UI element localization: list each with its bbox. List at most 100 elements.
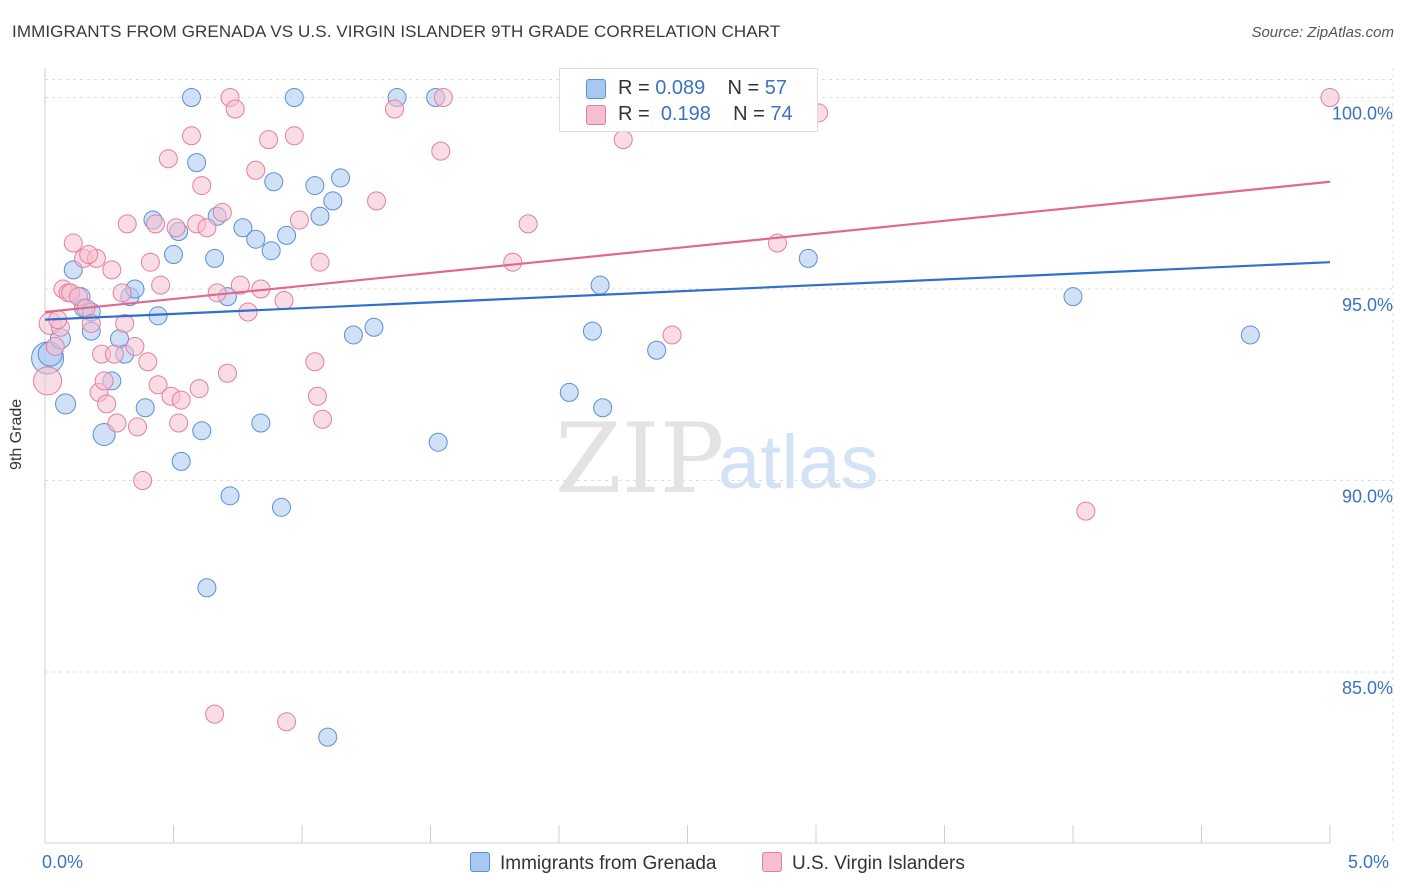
bottom-legend-virgin: U.S. Virgin Islanders [762, 852, 965, 876]
y-tick-label: 95.0% [1342, 295, 1393, 315]
data-point [189, 379, 209, 399]
data-point [128, 417, 148, 437]
x-tick-max: 5.0% [1348, 852, 1390, 872]
data-point [63, 233, 83, 253]
data-point [1240, 325, 1260, 345]
data-point [289, 210, 309, 230]
data-point [33, 366, 63, 396]
data-point [197, 218, 217, 238]
data-point [251, 413, 271, 433]
data-point [192, 421, 212, 441]
data-point [662, 325, 682, 345]
data-point [1320, 88, 1340, 107]
data-point [187, 153, 207, 173]
data-point [503, 252, 523, 272]
data-point [310, 252, 330, 272]
data-point [138, 352, 158, 372]
x-tick-min: 0.0% [42, 852, 84, 872]
data-point [79, 245, 99, 265]
watermark: ZIP atlas [555, 403, 879, 515]
data-point [264, 172, 284, 192]
data-point [343, 325, 363, 345]
legend-swatch-blue [586, 79, 606, 99]
data-point [45, 336, 65, 356]
data-point [364, 317, 384, 337]
data-point [647, 340, 667, 360]
data-point [259, 130, 279, 150]
data-point [323, 191, 343, 211]
data-point [307, 386, 327, 406]
data-point [431, 141, 451, 161]
data-point [559, 382, 579, 402]
data-point [135, 398, 155, 418]
data-point [158, 149, 178, 169]
data-point [104, 344, 124, 364]
legend-pink-n-label: N = [733, 103, 771, 125]
data-point [230, 275, 250, 295]
data-point [117, 214, 137, 234]
trend-lines [44, 180, 1331, 321]
data-point [55, 393, 77, 415]
bottom-legend-grenada: Immigrants from Grenada [470, 852, 716, 876]
bottom-legend-swatch-pink [762, 852, 782, 872]
legend-blue-n-label: N = [727, 77, 765, 99]
data-point [798, 248, 818, 268]
series-virgin-islanders [33, 88, 1340, 732]
data-point [305, 352, 325, 372]
y-tick-labels: 85.0% 90.0% 95.0% 100.0% [1332, 104, 1393, 699]
data-point [220, 486, 240, 506]
data-point [102, 260, 122, 280]
data-point [125, 336, 145, 356]
data-point [112, 283, 132, 303]
data-point [271, 497, 291, 517]
data-point [181, 88, 201, 107]
watermark-atlas: atlas [718, 420, 879, 505]
data-point [171, 390, 191, 410]
data-point [310, 206, 330, 226]
data-point [151, 275, 171, 295]
data-point [313, 409, 333, 429]
legend-swatch-pink [586, 105, 606, 125]
data-point [164, 245, 183, 265]
data-point [205, 704, 225, 724]
legend-pink-n-value: 74 [770, 103, 793, 125]
data-point [107, 413, 127, 433]
legend-pink-r-label: R = [618, 103, 656, 125]
data-point [593, 398, 613, 418]
y-tick-label: 90.0% [1342, 487, 1393, 507]
data-point [97, 394, 117, 414]
data-point [133, 471, 153, 490]
data-point [205, 248, 225, 268]
data-point [277, 712, 297, 732]
data-point [277, 225, 297, 245]
data-point [582, 321, 602, 341]
data-point [81, 313, 101, 333]
data-point [274, 290, 294, 310]
data-point [115, 313, 135, 333]
data-point [385, 99, 405, 119]
data-point [284, 88, 304, 107]
y-axis-label: 9th Grade [8, 398, 25, 470]
data-point [217, 363, 237, 383]
data-point [1063, 287, 1083, 307]
data-point [261, 241, 281, 261]
data-point [318, 727, 338, 747]
watermark-zip: ZIP [555, 403, 724, 515]
data-point [140, 252, 160, 272]
data-point [146, 214, 166, 234]
stats-legend: R = 0.089 N = 57 R = 0.198 N = 74 [559, 68, 818, 132]
data-point [613, 130, 633, 150]
legend-blue-n-value: 57 [764, 77, 788, 99]
axes [44, 68, 1331, 844]
data-point [181, 126, 201, 146]
data-point [197, 578, 217, 598]
source-label: Source: ZipAtlas.com [1251, 24, 1394, 41]
data-point [192, 176, 212, 196]
data-point [284, 126, 304, 146]
trend-line-grenada [44, 261, 1331, 321]
data-point [225, 99, 245, 119]
data-point [433, 88, 453, 107]
y-tick-label: 85.0% [1342, 678, 1393, 698]
data-point [331, 168, 351, 188]
data-point [428, 432, 448, 452]
